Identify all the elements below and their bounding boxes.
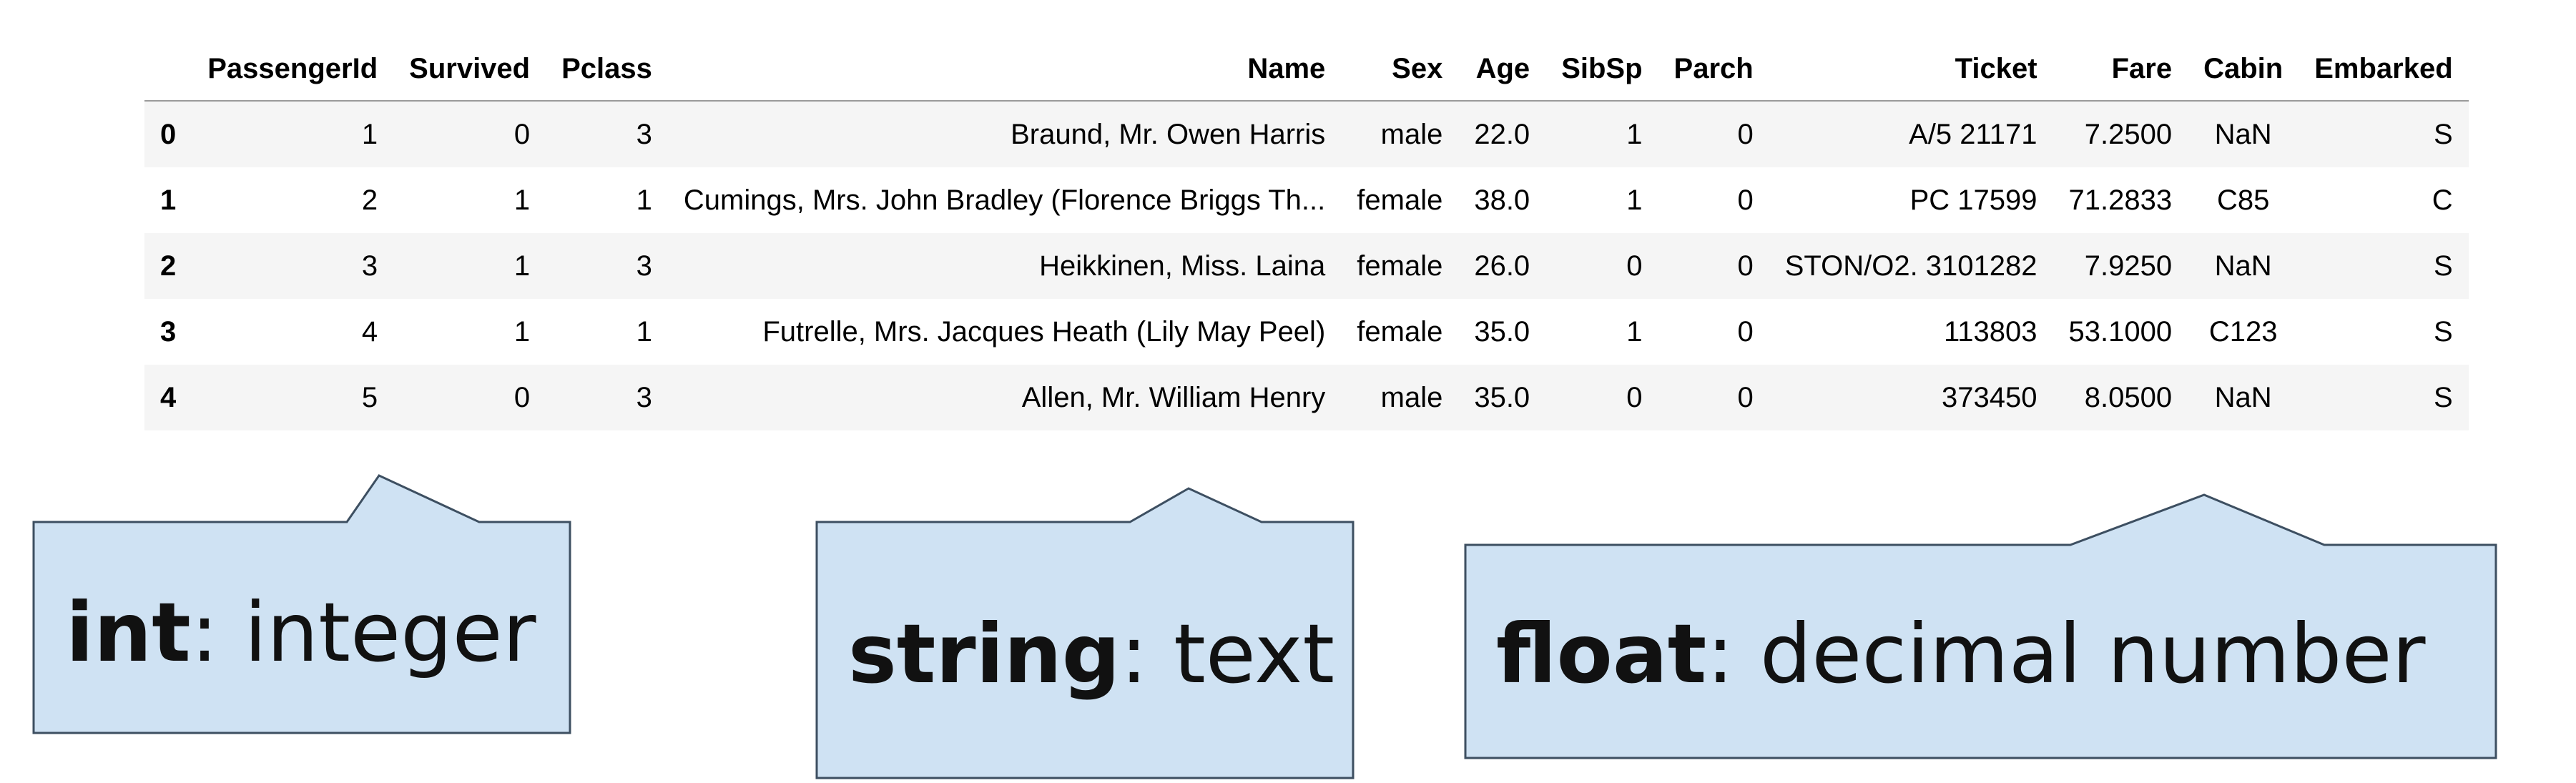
column-header-passengerid: PassengerId [192, 37, 394, 102]
index-header [144, 37, 192, 102]
column-header-sibsp: SibSp [1545, 37, 1658, 102]
row-index: 4 [160, 381, 177, 413]
cell-sex: male [1380, 381, 1443, 413]
cell-fare: 7.9250 [2084, 250, 2173, 282]
table-row: 0 1 0 3 Braund, Mr. Owen Harris male 22.… [144, 101, 2469, 167]
callout-string-text: string: text [848, 614, 1334, 695]
cell-parch: 0 [1737, 315, 1754, 348]
cell-pclass: 1 [636, 184, 652, 216]
cell-sibsp: 0 [1626, 381, 1643, 413]
cell-pclass: 3 [636, 250, 652, 282]
column-header-pclass: Pclass [546, 37, 668, 102]
callout-int-term: int [66, 585, 191, 680]
cell-cabin: C123 [2208, 315, 2278, 348]
cell-age: 22.0 [1474, 118, 1530, 150]
cell-name: Heikkinen, Miss. Laina [1039, 250, 1326, 282]
cell-embarked: S [2433, 118, 2453, 150]
cell-ticket: 373450 [1942, 381, 2037, 413]
cell-ticket: STON/O2. 3101282 [1784, 250, 2037, 282]
callout-int-text: int: integer [66, 592, 536, 674]
callout-int-shape [32, 474, 571, 734]
cell-passengerid: 3 [361, 250, 378, 282]
cell-survived: 1 [513, 184, 531, 216]
cell-sex: female [1357, 184, 1443, 216]
cell-parch: 0 [1737, 118, 1754, 150]
cell-age: 26.0 [1474, 250, 1530, 282]
cell-passengerid: 1 [361, 118, 378, 150]
cell-cabin: NaN [2214, 381, 2272, 413]
cell-name: Futrelle, Mrs. Jacques Heath (Lily May P… [762, 315, 1326, 348]
cell-name: Braund, Mr. Owen Harris [1011, 118, 1326, 150]
cell-parch: 0 [1737, 381, 1754, 413]
cell-ticket: PC 17599 [1909, 184, 2037, 216]
cell-survived: 0 [513, 118, 531, 150]
cell-sibsp: 1 [1626, 118, 1643, 150]
callout-string-shape [815, 487, 1355, 779]
cell-cabin: NaN [2214, 118, 2272, 150]
callout-string-desc: : text [1120, 606, 1335, 701]
cell-pclass: 3 [636, 381, 652, 413]
cell-ticket: 113803 [1944, 315, 2037, 348]
column-header-parch: Parch [1658, 37, 1769, 102]
column-header-ticket: Ticket [1769, 37, 2053, 102]
dataframe-table: PassengerId Survived Pclass Name Sex Age… [144, 37, 2469, 430]
cell-sibsp: 1 [1626, 315, 1643, 348]
column-header-cabin: Cabin [2188, 37, 2299, 102]
cell-age: 35.0 [1474, 315, 1530, 348]
cell-embarked: C [2432, 184, 2453, 216]
cell-sex: male [1380, 118, 1443, 150]
column-header-fare: Fare [2053, 37, 2188, 102]
column-header-embarked: Embarked [2299, 37, 2469, 102]
column-header-survived: Survived [393, 37, 546, 102]
cell-pclass: 3 [636, 118, 652, 150]
row-index: 2 [160, 250, 177, 282]
cell-age: 38.0 [1474, 184, 1530, 216]
cell-embarked: S [2433, 315, 2453, 348]
row-index: 0 [160, 118, 177, 150]
callout-float-text: float: decimal number [1496, 614, 2426, 695]
row-index: 1 [160, 184, 177, 216]
cell-age: 35.0 [1474, 381, 1530, 413]
callout-float-shape [1464, 493, 2497, 759]
callout-int-desc: : integer [190, 585, 536, 680]
cell-survived: 1 [513, 250, 531, 282]
cell-passengerid: 2 [361, 184, 378, 216]
cell-passengerid: 5 [361, 381, 378, 413]
table-row: 3 4 1 1 Futrelle, Mrs. Jacques Heath (Li… [144, 299, 2469, 365]
cell-name: Allen, Mr. William Henry [1021, 381, 1326, 413]
cell-survived: 0 [513, 381, 531, 413]
column-header-age: Age [1458, 37, 1546, 102]
cell-parch: 0 [1737, 250, 1754, 282]
cell-name: Cumings, Mrs. John Bradley (Florence Bri… [683, 184, 1326, 216]
cell-pclass: 1 [636, 315, 652, 348]
cell-sibsp: 0 [1626, 250, 1643, 282]
callout-float-desc: : decimal number [1706, 606, 2426, 701]
cell-passengerid: 4 [361, 315, 378, 348]
cell-fare: 53.1000 [2068, 315, 2173, 348]
cell-sex: female [1357, 315, 1443, 348]
cell-sibsp: 1 [1626, 184, 1643, 216]
cell-survived: 1 [513, 315, 531, 348]
cell-embarked: S [2433, 381, 2453, 413]
cell-cabin: NaN [2214, 250, 2272, 282]
callout-string-term: string [848, 606, 1121, 701]
column-header-name: Name [667, 37, 1342, 102]
cell-fare: 7.2500 [2084, 118, 2173, 150]
cell-sex: female [1357, 250, 1443, 282]
cell-parch: 0 [1737, 184, 1754, 216]
table-row: 4 5 0 3 Allen, Mr. William Henry male 35… [144, 365, 2469, 430]
table-row: 1 2 1 1 Cumings, Mrs. John Bradley (Flor… [144, 167, 2469, 233]
cell-cabin: C85 [2216, 184, 2270, 216]
cell-fare: 71.2833 [2068, 184, 2173, 216]
cell-embarked: S [2433, 250, 2453, 282]
row-index: 3 [160, 315, 177, 348]
callout-float-term: float [1496, 606, 1707, 701]
column-header-sex: Sex [1341, 37, 1459, 102]
table-row: 2 3 1 3 Heikkinen, Miss. Laina female 26… [144, 233, 2469, 299]
header-row: PassengerId Survived Pclass Name Sex Age… [144, 37, 2469, 102]
cell-ticket: A/5 21171 [1909, 118, 2037, 150]
cell-fare: 8.0500 [2084, 381, 2173, 413]
